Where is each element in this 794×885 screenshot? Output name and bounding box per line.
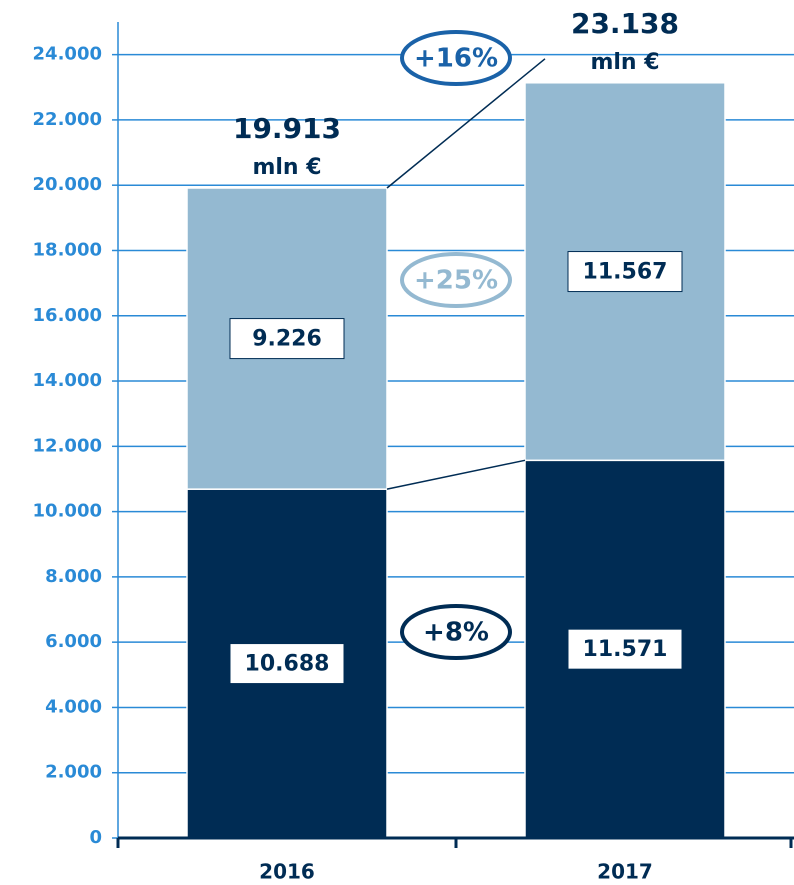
y-tick-label: 2.000 <box>45 762 102 783</box>
total-label: 23.138 <box>571 7 679 40</box>
total-unit: mln € <box>590 50 659 75</box>
annotation-ellipse <box>400 604 512 660</box>
connector <box>386 459 526 490</box>
total-label: 19.913 <box>233 112 341 145</box>
annotation: +25% <box>414 266 498 296</box>
x-tick-label: 2017 <box>597 860 653 884</box>
connector <box>386 58 546 189</box>
y-tick-label: 22.000 <box>33 109 102 130</box>
y-tick-label: 0 <box>89 827 102 848</box>
value-label-box <box>229 318 345 360</box>
y-tick-label: 14.000 <box>33 370 102 391</box>
value-label: 10.688 <box>245 652 330 677</box>
y-tick-label: 20.000 <box>33 174 102 195</box>
y-tick-label: 10.000 <box>33 501 102 522</box>
y-tick-label: 18.000 <box>33 239 102 260</box>
x-tick-label: 2016 <box>259 860 315 884</box>
value-label-box <box>229 643 345 685</box>
y-tick-label: 24.000 <box>33 44 102 65</box>
total-unit: mln € <box>252 155 321 180</box>
y-tick-label: 8.000 <box>45 566 102 587</box>
y-tick-label: 16.000 <box>33 305 102 326</box>
y-tick-label: 12.000 <box>33 435 102 456</box>
value-label: 11.571 <box>583 637 668 662</box>
value-label: 9.226 <box>252 327 322 352</box>
y-tick-label: 4.000 <box>45 696 102 717</box>
value-label-box <box>567 628 683 670</box>
y-tick-label: 6.000 <box>45 631 102 652</box>
value-label-box <box>567 251 683 293</box>
annotation: +8% <box>423 618 489 648</box>
annotation-ellipse <box>400 252 512 308</box>
annotation-ellipse <box>400 30 512 86</box>
value-label: 11.567 <box>583 260 668 285</box>
annotation: +16% <box>414 44 498 74</box>
